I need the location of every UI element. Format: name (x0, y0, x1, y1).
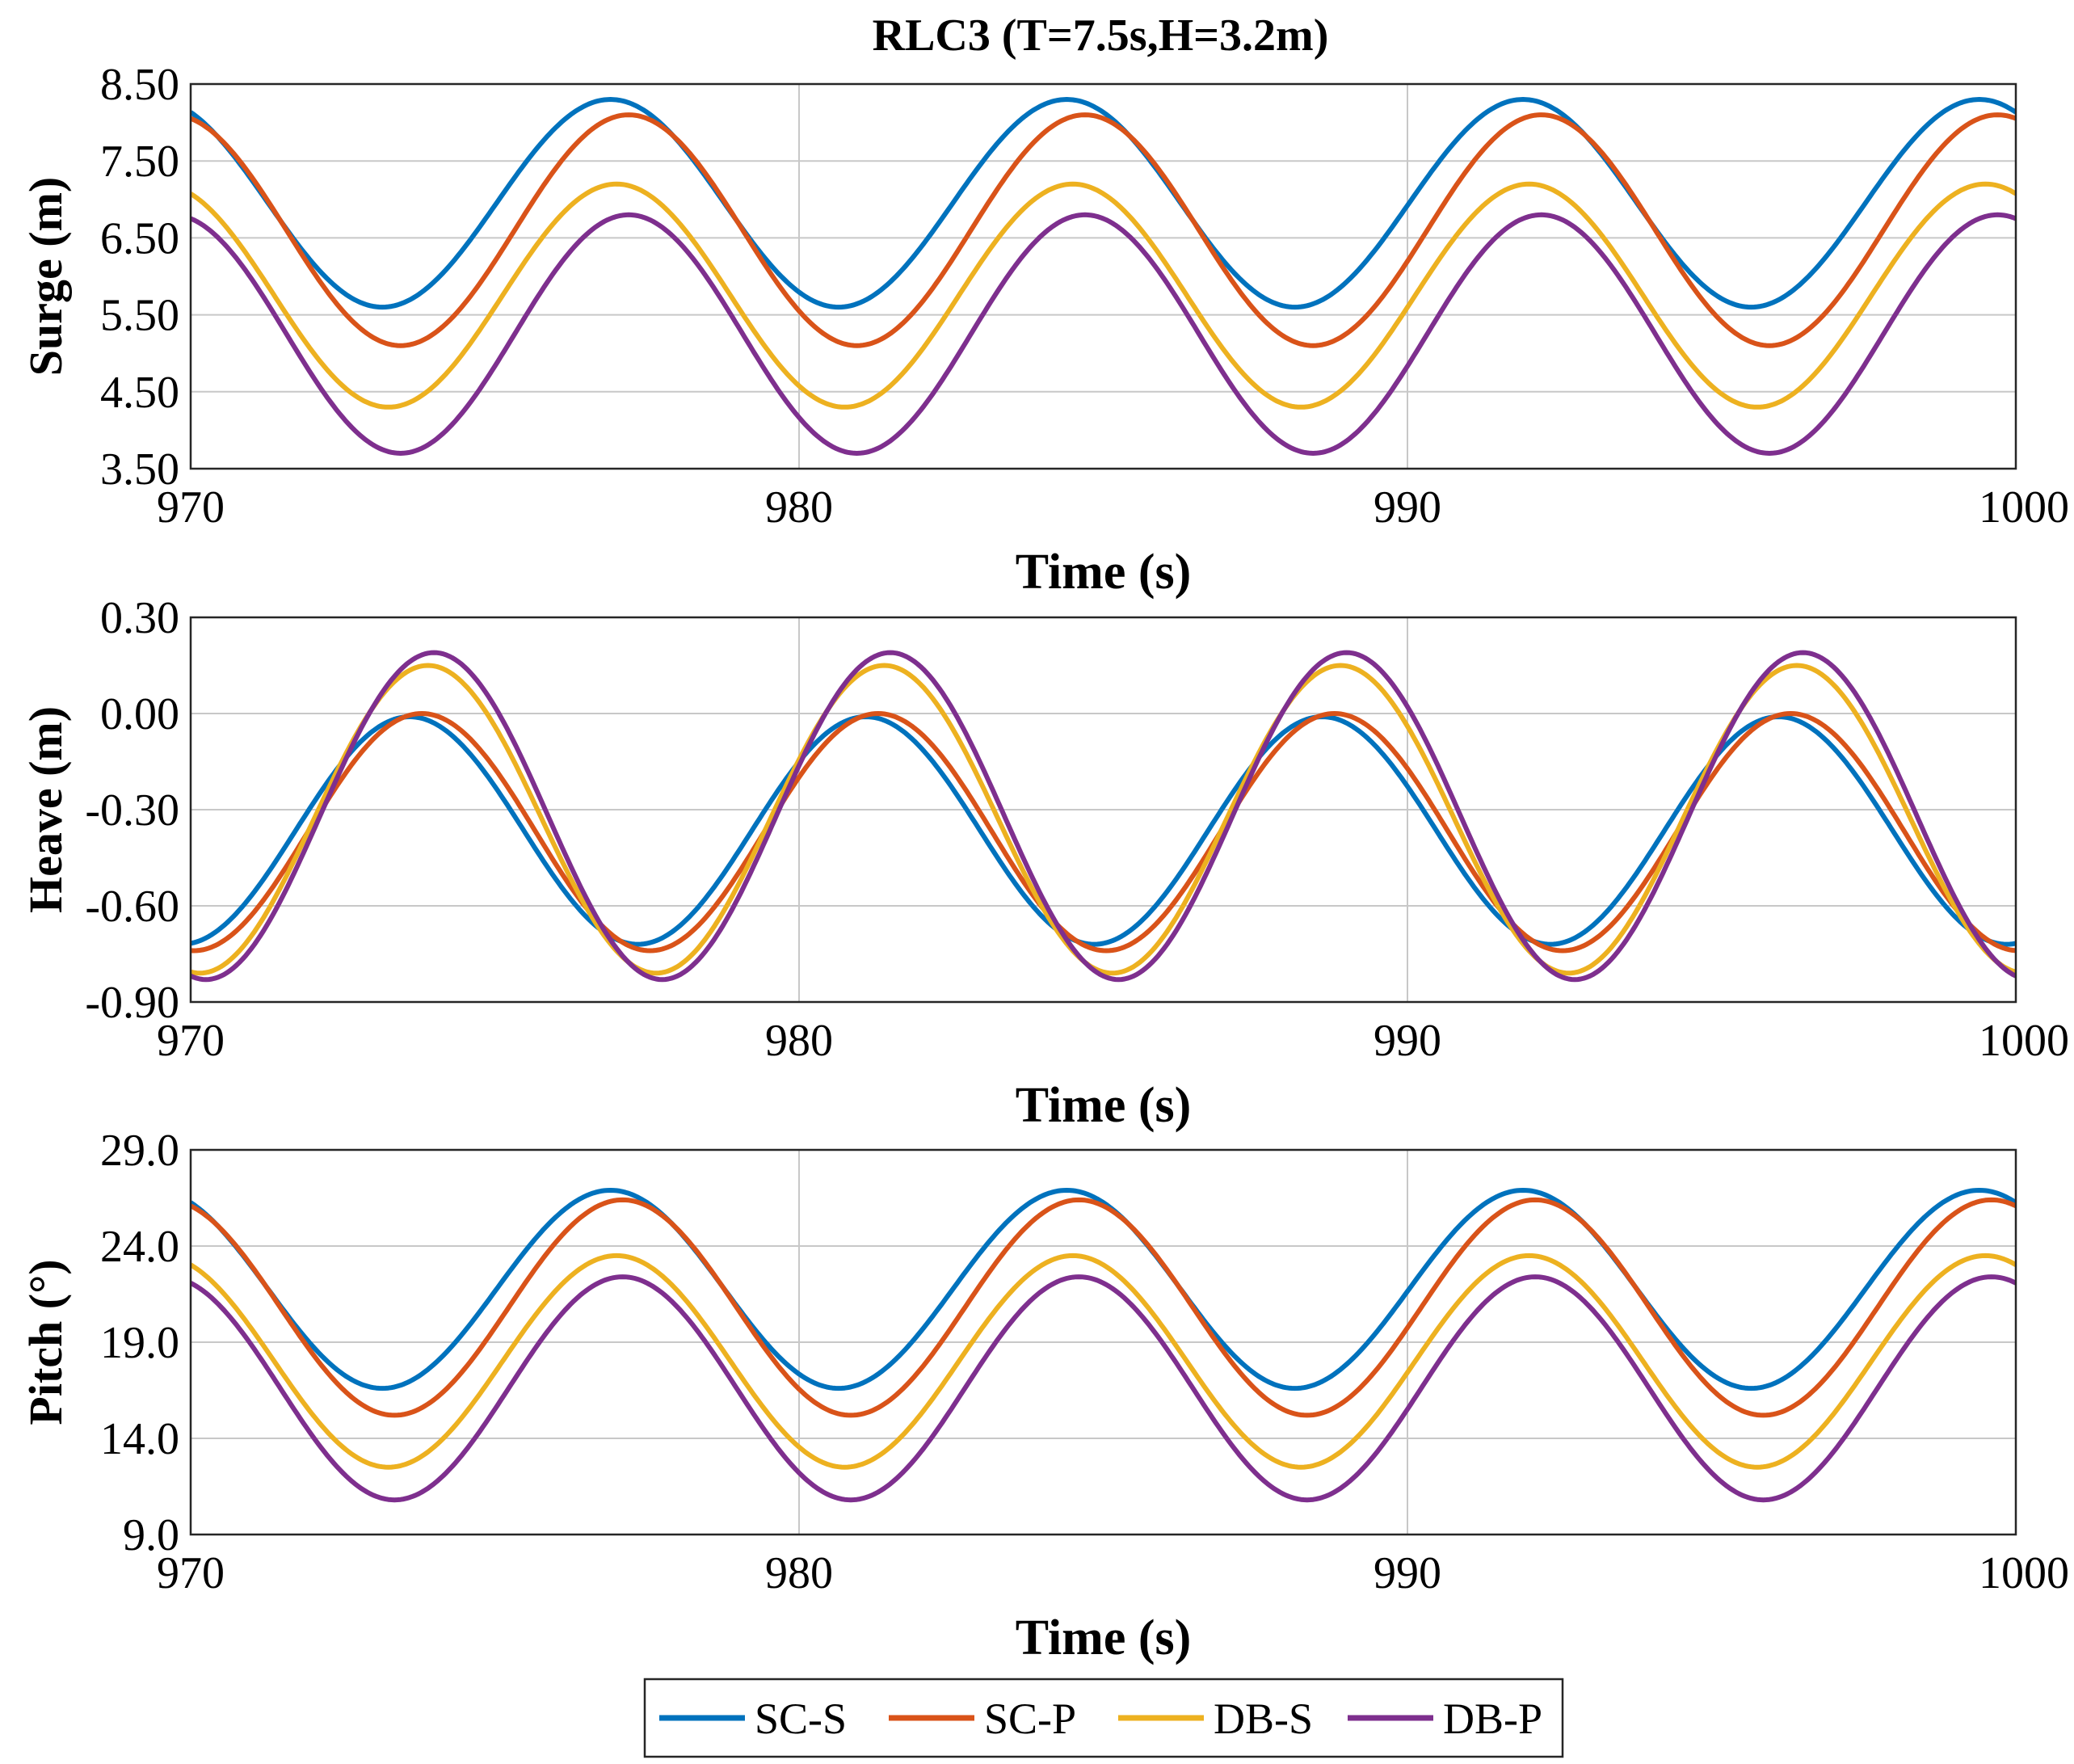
x-tick-label: 980 (765, 1016, 833, 1066)
y-tick-label: 8.50 (100, 60, 179, 110)
x-axis-label: Time (s) (1016, 545, 1192, 600)
y-tick-label: -0.60 (85, 882, 179, 932)
y-tick-label: 29.0 (100, 1126, 179, 1176)
y-axis-label: Heave (m) (19, 706, 72, 913)
legend: SC-S SC-P DB-S DB-P (643, 1678, 1564, 1758)
y-tick-label: -0.30 (85, 785, 179, 836)
y-tick-label: 14.0 (100, 1414, 179, 1464)
y-axis-label: Surge (m) (19, 177, 72, 376)
y-tick-label: 24.0 (100, 1222, 179, 1272)
series-line-db-s (191, 1252, 2016, 1470)
y-tick-label: 9.0 (123, 1510, 179, 1560)
legend-label-db-s: DB-S (1214, 1695, 1313, 1743)
y-axis-label: Pitch (°) (19, 1259, 72, 1425)
series-line-sc-s (191, 714, 2016, 947)
x-tick-label: 970 (157, 1548, 225, 1598)
series-line-db-p (191, 212, 2016, 456)
axes-frame (189, 616, 2017, 1004)
series-line-sc-s (191, 1188, 2016, 1391)
series-line-sc-p (191, 112, 2016, 348)
x-tick-label: 990 (1374, 1548, 1441, 1598)
y-tick-label: -0.90 (85, 978, 179, 1028)
series-line-sc-p (191, 1197, 2016, 1418)
x-axis-label: Time (s) (1016, 1078, 1192, 1133)
y-tick-label: 5.50 (100, 291, 179, 341)
y-tick-label: 6.50 (100, 213, 179, 263)
legend-label-db-p: DB-P (1443, 1695, 1542, 1743)
y-tick-label: 19.0 (100, 1318, 179, 1368)
x-tick-label: 980 (765, 482, 833, 533)
x-tick-label: 1000 (1979, 1548, 2069, 1598)
x-tick-label: 990 (1374, 482, 1441, 533)
series-line-sc-s (191, 97, 2016, 310)
legend-label-sc-s: SC-S (755, 1695, 847, 1743)
y-tick-label: 0.30 (100, 593, 179, 643)
series-line-db-p (191, 650, 2016, 983)
legend-label-sc-p: SC-P (984, 1695, 1076, 1743)
x-axis-label: Time (s) (1016, 1610, 1192, 1665)
x-tick-label: 990 (1374, 1016, 1441, 1066)
y-tick-label: 3.50 (100, 444, 179, 495)
x-tick-label: 970 (157, 482, 225, 533)
y-tick-label: 0.00 (100, 689, 179, 739)
series-line-sc-p (191, 711, 2016, 954)
x-tick-label: 1000 (1979, 482, 2069, 533)
figure-title: RLC3 (T=7.5s,H=3.2m) (873, 11, 1329, 61)
x-tick-label: 1000 (1979, 1016, 2069, 1066)
series-line-db-s (191, 181, 2016, 410)
series-line-db-s (191, 663, 2016, 976)
x-tick-label: 970 (157, 1016, 225, 1066)
series-line-db-p (191, 1274, 2016, 1503)
x-tick-label: 980 (765, 1548, 833, 1598)
y-tick-label: 4.50 (100, 368, 179, 418)
y-tick-label: 7.50 (100, 137, 179, 187)
axes-frame (189, 82, 2017, 470)
axes-frame (189, 1148, 2017, 1536)
